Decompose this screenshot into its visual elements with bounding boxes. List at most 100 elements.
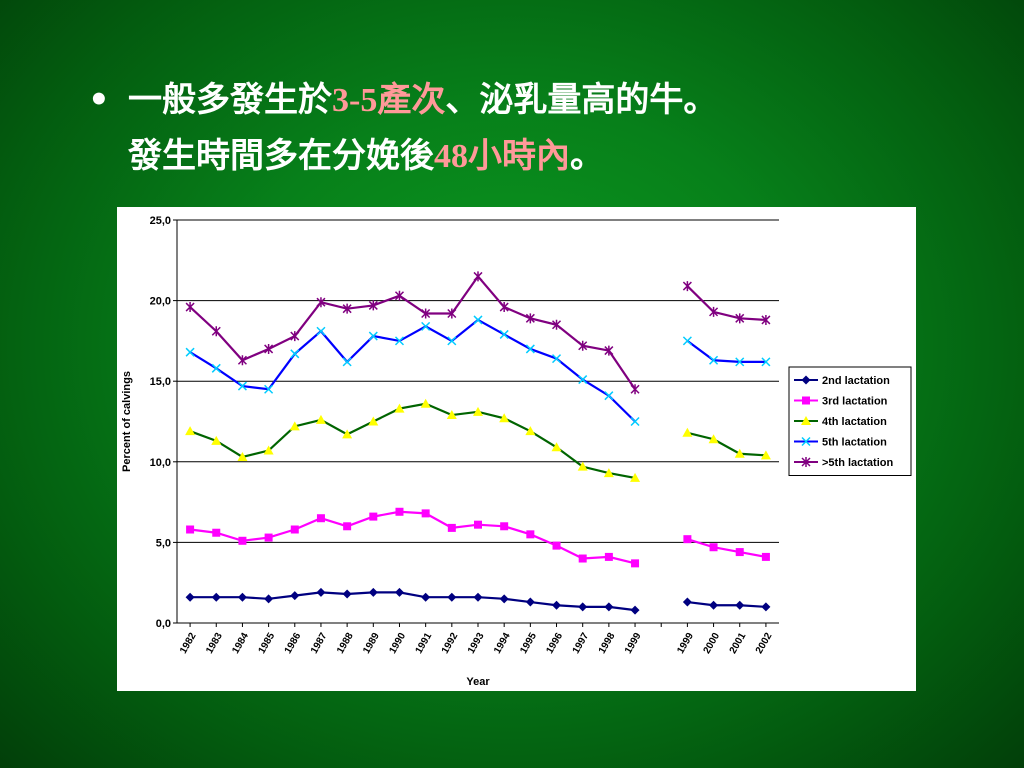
x-tick-label: 1986 bbox=[283, 631, 304, 656]
x-axis-title: Year bbox=[466, 676, 490, 688]
series-line-3rd-lactation bbox=[687, 539, 766, 557]
data-point-5th-lactation bbox=[212, 364, 220, 372]
data-point-3rd-lactation bbox=[186, 526, 194, 534]
x-tick-label: 2001 bbox=[728, 631, 749, 656]
data-point-2nd-lactation bbox=[709, 601, 718, 610]
bullet-line-1: 一般多發生於3-5產次、泌乳量高的牛。 bbox=[128, 72, 717, 129]
data-point-5th-lactation bbox=[265, 344, 273, 354]
series-line-4th-lactation bbox=[190, 404, 635, 478]
data-point-4th-lactation bbox=[421, 399, 431, 408]
data-point-5th-lactation bbox=[212, 326, 220, 336]
data-point-2nd-lactation bbox=[735, 601, 744, 610]
data-point-3rd-lactation bbox=[683, 535, 691, 543]
data-point-2nd-lactation bbox=[447, 593, 456, 602]
y-tick-label: 20,0 bbox=[150, 296, 171, 308]
data-point-4th-lactation bbox=[316, 415, 326, 424]
legend-label: 5th lactation bbox=[822, 437, 887, 449]
data-point-2nd-lactation bbox=[421, 593, 430, 602]
y-tick-label: 25,0 bbox=[150, 215, 171, 227]
data-point-5th-lactation bbox=[238, 355, 246, 365]
data-point-3rd-lactation bbox=[212, 529, 220, 537]
data-point-2nd-lactation bbox=[369, 588, 378, 597]
data-point-3rd-lactation bbox=[605, 553, 613, 561]
legend-swatch-marker bbox=[802, 397, 810, 405]
legend-label: 3rd lactation bbox=[822, 396, 888, 408]
line1-highlight-text: 產次 bbox=[377, 80, 445, 120]
series-line-5th-lactation bbox=[687, 341, 766, 362]
data-point-5th-lactation bbox=[186, 348, 194, 356]
x-tick-label: 1987 bbox=[309, 631, 330, 656]
data-point-5th-lactation bbox=[474, 271, 482, 281]
data-point-2nd-lactation bbox=[290, 591, 299, 600]
data-point-4th-lactation bbox=[552, 442, 562, 451]
data-point-3rd-lactation bbox=[579, 555, 587, 563]
series-line-3rd-lactation bbox=[190, 512, 635, 564]
y-tick-label: 15,0 bbox=[150, 376, 171, 388]
x-tick-label: 1994 bbox=[492, 631, 513, 656]
data-point-3rd-lactation bbox=[265, 534, 273, 542]
data-point-3rd-lactation bbox=[710, 543, 718, 551]
x-tick-label: 1999 bbox=[675, 631, 696, 656]
x-tick-label: 1988 bbox=[335, 631, 356, 656]
x-tick-label: 1985 bbox=[257, 631, 278, 656]
bullet-dot: • bbox=[88, 72, 110, 128]
data-point-3rd-lactation bbox=[238, 537, 246, 545]
data-point-3rd-lactation bbox=[631, 559, 639, 567]
data-point-5th-lactation bbox=[291, 350, 299, 358]
data-point-2nd-lactation bbox=[264, 594, 273, 603]
legend-label: 4th lactation bbox=[822, 416, 887, 428]
data-point-3rd-lactation bbox=[317, 514, 325, 522]
bullet-line-2: 發生時間多在分娩後48小時內。 bbox=[128, 128, 604, 185]
series-line-2nd-lactation bbox=[687, 602, 766, 607]
data-point-5th-lactation bbox=[683, 337, 691, 345]
data-point-3rd-lactation bbox=[395, 508, 403, 516]
line1-text-b: 、泌乳量高的牛。 bbox=[445, 80, 717, 120]
y-tick-label: 5,0 bbox=[156, 537, 171, 549]
data-point-3rd-lactation bbox=[369, 513, 377, 521]
data-point-2nd-lactation bbox=[343, 589, 352, 598]
data-point-2nd-lactation bbox=[578, 602, 587, 611]
data-point-2nd-lactation bbox=[552, 601, 561, 610]
data-point-5th-lactation bbox=[291, 331, 299, 341]
x-tick-label: 2002 bbox=[754, 631, 775, 656]
line-chart: 0,05,010,015,020,025,01982 1983 1984 1985 19… bbox=[117, 207, 916, 691]
data-point-5th-lactation bbox=[474, 316, 482, 324]
x-tick-label: 1984 bbox=[230, 631, 251, 656]
data-point-3rd-lactation bbox=[343, 522, 351, 530]
x-tick-label: 1996 bbox=[544, 631, 565, 656]
data-point-2nd-lactation bbox=[683, 598, 692, 607]
line2-text-b: 。 bbox=[570, 136, 604, 176]
x-tick-label: 1982 bbox=[178, 631, 199, 656]
data-point-2nd-lactation bbox=[500, 594, 509, 603]
x-tick-label: 1995 bbox=[518, 631, 539, 656]
data-point-5th-lactation bbox=[631, 384, 639, 394]
x-tick-label: 1989 bbox=[361, 631, 382, 656]
data-point-5th-lactation bbox=[631, 418, 639, 426]
legend-label: >5th lactation bbox=[822, 457, 893, 469]
data-point-2nd-lactation bbox=[526, 598, 535, 607]
data-point-5th-lactation bbox=[500, 302, 508, 312]
legend-label: 2nd lactation bbox=[822, 375, 890, 387]
data-point-3rd-lactation bbox=[500, 522, 508, 530]
x-tick-label: 1993 bbox=[466, 631, 487, 656]
data-point-4th-lactation bbox=[682, 428, 692, 437]
data-point-3rd-lactation bbox=[474, 521, 482, 529]
data-point-5th-lactation bbox=[605, 392, 613, 400]
data-point-2nd-lactation bbox=[238, 593, 247, 602]
data-point-3rd-lactation bbox=[762, 553, 770, 561]
chart-container: 0,0 5,0 10,0 15,0 20,0 25,0 1982 1983 1984 1985 19… bbox=[117, 207, 916, 691]
data-point-2nd-lactation bbox=[316, 588, 325, 597]
data-point-3rd-lactation bbox=[526, 530, 534, 538]
data-point-5th-lactation bbox=[343, 358, 351, 366]
data-point-2nd-lactation bbox=[212, 593, 221, 602]
x-tick-label: 1998 bbox=[597, 631, 618, 656]
x-tick-label: 1997 bbox=[571, 631, 592, 656]
series-line-4th-lactation bbox=[687, 433, 766, 456]
data-point-5th-lactation bbox=[579, 376, 587, 384]
y-tick-label: 0,0 bbox=[156, 618, 171, 630]
data-point-2nd-lactation bbox=[631, 606, 640, 615]
data-point-3rd-lactation bbox=[422, 509, 430, 517]
data-point-2nd-lactation bbox=[474, 593, 483, 602]
line1-highlight-number: 3-5 bbox=[332, 82, 377, 119]
x-tick-label: 1983 bbox=[204, 631, 225, 656]
